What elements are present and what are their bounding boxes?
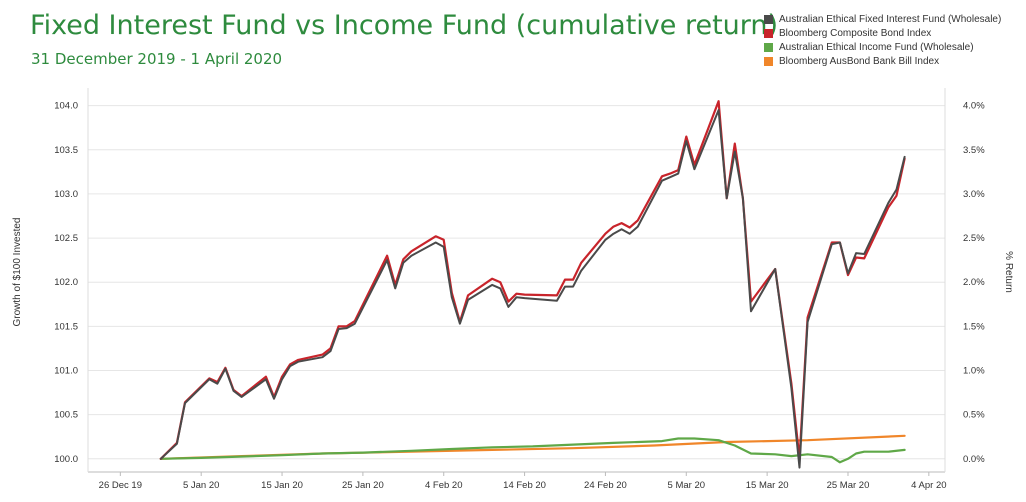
y2-tick-label: 4.0% <box>963 101 985 112</box>
y-tick-label: 103.0 <box>54 189 78 200</box>
y-axis-title: Growth of $100 Invested <box>12 218 23 327</box>
x-tick-label: 5 Jan 20 <box>183 480 219 491</box>
y2-axis-title: % Return <box>1003 251 1014 293</box>
y2-tick-label: 1.0% <box>963 365 985 376</box>
x-tick-label: 25 Jan 20 <box>342 480 384 491</box>
x-tick-label: 5 Mar 20 <box>668 480 706 491</box>
series <box>159 100 906 469</box>
legend-swatch <box>764 28 773 38</box>
legend-swatch <box>764 14 773 24</box>
y2-tick-label: 0.5% <box>963 410 985 421</box>
x-tick-label: 15 Mar 20 <box>746 480 789 491</box>
legend-item-income-fund[interactable]: Australian Ethical Income Fund (Wholesal… <box>764 40 1001 54</box>
axes: Growth of $100 Invested % Return 100.0 0.… <box>12 88 1014 491</box>
x-tick-label: 26 Dec 19 <box>99 480 142 491</box>
y2-tick-label: 3.5% <box>963 145 985 156</box>
x-tick-label: 4 Feb 20 <box>425 480 463 491</box>
x-tick-label: 4 Apr 20 <box>911 480 946 491</box>
legend-item-bank-bill-index[interactable]: Bloomberg AusBond Bank Bill Index <box>764 54 1001 68</box>
y-tick-label: 100.0 <box>54 454 78 465</box>
y2-tick-label: 2.0% <box>963 277 985 288</box>
x-tick-label: 25 Mar 20 <box>827 480 870 491</box>
legend: Australian Ethical Fixed Interest Fund (… <box>764 12 1001 68</box>
y2-tick-label: 1.5% <box>963 321 985 332</box>
legend-label: Bloomberg Composite Bond Index <box>779 27 932 39</box>
y-tick-label: 103.5 <box>54 145 78 156</box>
y-tick-label: 102.5 <box>54 233 78 244</box>
y2-tick-label: 3.0% <box>963 189 985 200</box>
legend-swatch <box>764 56 773 66</box>
legend-item-fixed-interest-fund[interactable]: Australian Ethical Fixed Interest Fund (… <box>764 12 1001 26</box>
x-tick-label: 15 Jan 20 <box>261 480 303 491</box>
x-tick-label: 24 Feb 20 <box>584 480 627 491</box>
y-tick-label: 100.5 <box>54 410 78 421</box>
series-line-fixed-interest-fund <box>159 109 906 469</box>
chart-title: Fixed Interest Fund vs Income Fund (cumu… <box>30 10 779 41</box>
legend-label: Bloomberg AusBond Bank Bill Index <box>779 55 940 67</box>
x-tick-label: 14 Feb 20 <box>503 480 546 491</box>
legend-label: Australian Ethical Income Fund (Wholesal… <box>779 41 974 53</box>
chart-subtitle: 31 December 2019 - 1 April 2020 <box>31 50 283 68</box>
y-tick-label: 101.0 <box>54 365 78 376</box>
y-tick-label: 102.0 <box>54 277 78 288</box>
legend-swatch <box>764 42 773 52</box>
y-tick-label: 101.5 <box>54 321 78 332</box>
y2-tick-label: 0.0% <box>963 454 985 465</box>
series-line-income-fund <box>159 437 906 464</box>
legend-item-composite-bond-index[interactable]: Bloomberg Composite Bond Index <box>764 26 1001 40</box>
gridlines <box>88 88 945 472</box>
y-tick-label: 104.0 <box>54 101 78 112</box>
legend-label: Australian Ethical Fixed Interest Fund (… <box>779 13 1002 25</box>
y2-tick-label: 2.5% <box>963 233 985 244</box>
